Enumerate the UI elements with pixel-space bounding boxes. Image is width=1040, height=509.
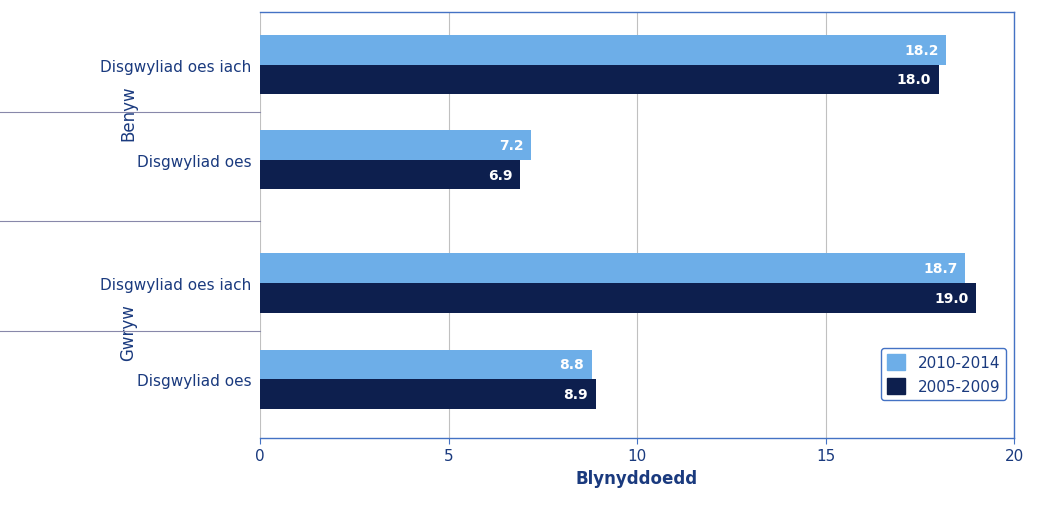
Bar [260, 254, 965, 284]
Text: Gwryw: Gwryw [119, 303, 137, 360]
Text: 18.2: 18.2 [904, 44, 939, 58]
Bar [260, 160, 520, 190]
Bar [260, 65, 939, 95]
Text: Benyw: Benyw [119, 85, 137, 140]
Text: 6.9: 6.9 [488, 168, 513, 182]
Legend: 2010-2014, 2005-2009: 2010-2014, 2005-2009 [881, 349, 1007, 401]
Text: 8.8: 8.8 [560, 358, 584, 372]
Bar [260, 36, 946, 65]
Text: 8.9: 8.9 [564, 387, 588, 401]
Text: 18.0: 18.0 [896, 73, 931, 87]
Text: 19.0: 19.0 [935, 291, 969, 305]
Bar [260, 350, 592, 380]
Bar [260, 284, 977, 313]
Bar [260, 380, 596, 409]
Text: 18.7: 18.7 [924, 262, 958, 276]
Text: 7.2: 7.2 [499, 139, 524, 153]
X-axis label: Blynyddoedd: Blynyddoedd [576, 469, 698, 487]
Bar [260, 131, 531, 160]
